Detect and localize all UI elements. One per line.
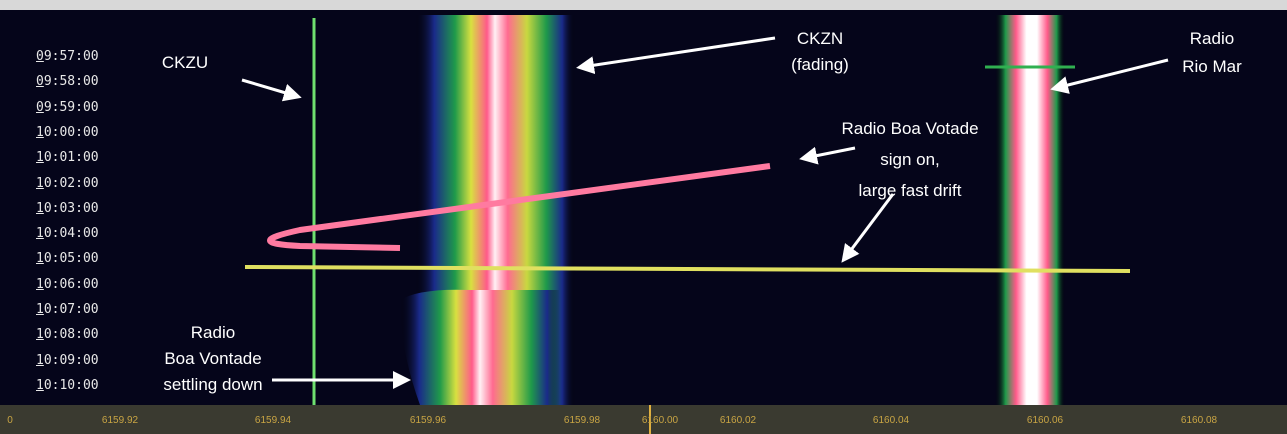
freq-label: 6160.06 xyxy=(1027,415,1064,426)
time-label: 10:01:00 xyxy=(36,150,99,166)
time-label: 10:07:00 xyxy=(36,302,99,317)
annotations: CKZU CKZN (fading) Radio Rio Mar Radio Boa Vo… xyxy=(162,29,1242,394)
annotation: CKZU xyxy=(162,53,208,72)
settling-trace xyxy=(400,289,560,405)
time-label: 10:02:00 xyxy=(36,175,99,191)
arrow xyxy=(576,36,776,75)
time-label: 10:04:00 xyxy=(36,226,99,242)
time-label: 09:58:00 xyxy=(36,74,99,90)
drift-trace xyxy=(267,163,771,251)
top-border xyxy=(0,0,1287,10)
freq-label: 6160.08 xyxy=(1181,415,1218,426)
annotation: Boa Vontade xyxy=(164,349,261,368)
annotation: sign on, xyxy=(880,150,940,169)
time-label: 09:57:00 xyxy=(36,49,99,64)
freq-label: 6159.94 xyxy=(255,415,292,426)
freq-label: 6160.02 xyxy=(720,415,757,426)
rio-mar-trace xyxy=(995,15,1065,405)
annotation: Rio Mar xyxy=(1182,57,1242,76)
annotation: settling down xyxy=(163,375,262,394)
annotation: Radio Boa Votade xyxy=(841,119,978,138)
time-label: 10:08:00 xyxy=(36,327,99,343)
freq-label: 6159.98 xyxy=(564,415,601,426)
annotation: CKZN xyxy=(797,29,843,48)
annotation: Radio xyxy=(191,323,235,342)
freq-label: 0 xyxy=(7,415,13,426)
freq-label: 6159.96 xyxy=(410,415,447,426)
freq-label: 6159.92 xyxy=(102,415,139,426)
frequency-axis: 0 6159.92 6159.94 6159.96 6159.98 6160.00 6160… xyxy=(7,415,1217,426)
time-label: 10:03:00 xyxy=(36,200,99,216)
arrow xyxy=(841,193,895,263)
time-label: 10:06:00 xyxy=(36,276,99,292)
plot-bg xyxy=(0,10,1287,405)
time-label: 10:05:00 xyxy=(36,251,99,267)
time-label: 10:09:00 xyxy=(36,352,99,368)
axis-strip xyxy=(0,405,1287,434)
annotation: Radio xyxy=(1190,29,1234,48)
time-label: 09:59:00 xyxy=(36,99,99,115)
time-label: 10:00:00 xyxy=(36,124,99,140)
freq-label: 6160.00 xyxy=(642,415,679,426)
arrow xyxy=(241,78,302,102)
carrier-line xyxy=(244,265,1131,273)
arrow xyxy=(1050,58,1169,94)
annotation: large fast drift xyxy=(859,181,962,200)
time-label: 10:10:00 xyxy=(36,377,99,393)
freq-label: 6160.04 xyxy=(873,415,910,426)
annotation: (fading) xyxy=(791,55,849,74)
arrow xyxy=(799,146,856,165)
